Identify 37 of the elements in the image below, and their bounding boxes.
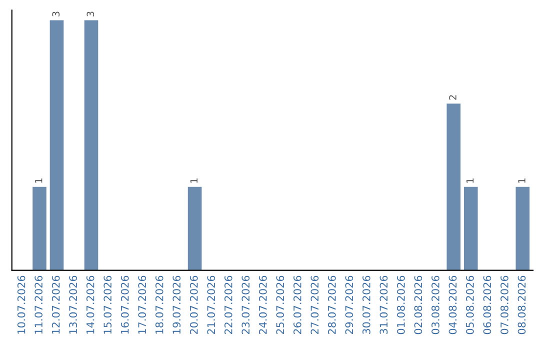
- x-tick-label: 15.07.2026: [104, 276, 112, 334]
- x-tick-label: 30.07.2026: [362, 276, 370, 334]
- x-tick-label: 25.07.2026: [276, 276, 284, 334]
- x-tick-label: 26.07.2026: [293, 276, 302, 334]
- data-label: 1: [466, 178, 474, 183]
- x-tick-label: 21.07.2026: [207, 276, 216, 334]
- data-label: 1: [518, 178, 526, 183]
- x-tick-label: 04.08.2026: [448, 276, 457, 334]
- x-tick-label: 07.08.2026: [500, 276, 508, 334]
- x-tick-label: 14.07.2026: [86, 276, 94, 334]
- x-tick-label: 23.07.2026: [242, 276, 250, 334]
- data-label: 3: [52, 12, 60, 16]
- x-tick-label: 03.08.2026: [431, 276, 440, 334]
- x-tick-label: 12.07.2026: [52, 276, 60, 334]
- x-tick-label: 13.07.2026: [69, 276, 78, 334]
- x-tick-label: 19.07.2026: [172, 276, 181, 334]
- x-tick-label: 02.08.2026: [414, 276, 422, 334]
- x-tick-label: 24.07.2026: [258, 276, 267, 334]
- data-label: 3: [86, 12, 94, 16]
- x-tick-label: 10.07.2026: [17, 276, 26, 334]
- x-tick-label: 18.07.2026: [155, 276, 164, 334]
- x-tick-label: 28.07.2026: [328, 276, 336, 334]
- x-tick-label: 22.07.2026: [224, 276, 232, 334]
- data-label: 1: [190, 178, 198, 183]
- x-tick-label: 27.07.2026: [310, 276, 319, 334]
- x-tick-label: 16.07.2026: [120, 276, 129, 334]
- data-label: 1: [35, 178, 42, 183]
- x-tick-label: 29.07.2026: [345, 276, 354, 334]
- x-tick-label: 06.08.2026: [483, 276, 492, 334]
- x-tick-label: 11.07.2026: [34, 276, 43, 334]
- x-tick-label: 08.08.2026: [518, 276, 526, 334]
- x-tick-label: 05.08.2026: [466, 276, 474, 334]
- x-tick-label: 01.08.2026: [396, 276, 405, 334]
- x-tick-label: 31.07.2026: [380, 276, 388, 334]
- x-tick-label: 20.07.2026: [190, 276, 198, 334]
- data-label: 2: [449, 95, 456, 100]
- x-tick-label: 17.07.2026: [138, 276, 146, 334]
